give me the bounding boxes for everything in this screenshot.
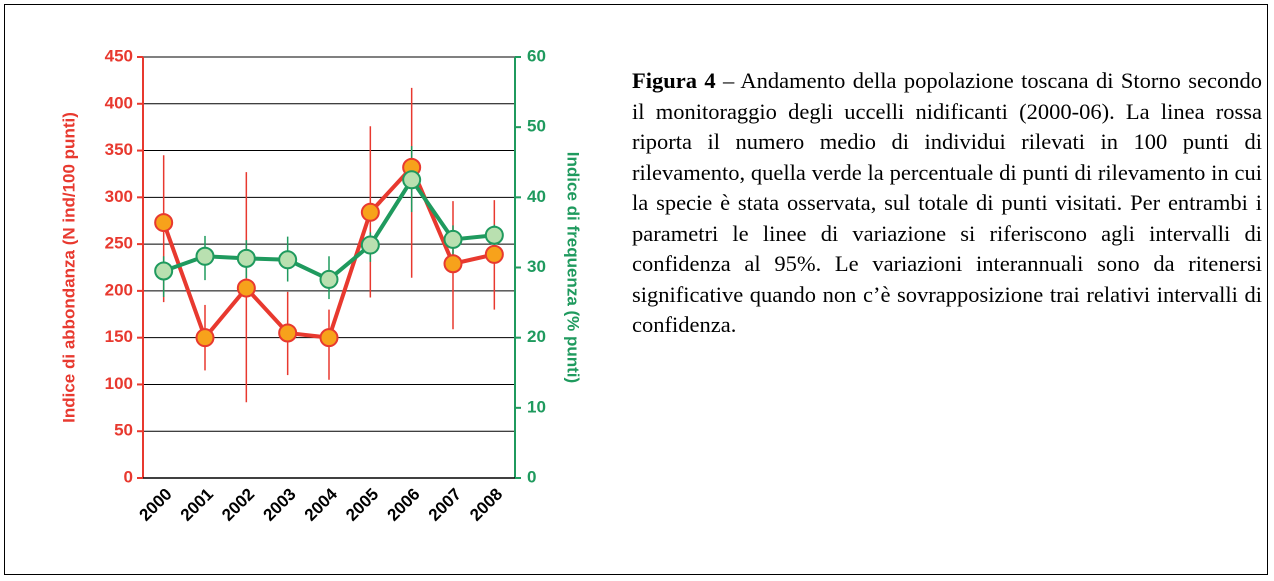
- y-tick-label: 300: [105, 187, 133, 206]
- y-tick-label: 150: [105, 327, 133, 346]
- y2-tick-label: 10: [527, 397, 546, 416]
- y-tick-label: 100: [105, 374, 133, 393]
- y-tick-label: 250: [105, 234, 133, 253]
- y2-tick-label: 0: [527, 467, 536, 486]
- y-tick-label: 450: [105, 46, 133, 65]
- point: [484, 244, 504, 264]
- x-tick-label: 2007: [425, 485, 465, 525]
- x-tick-label: 2005: [342, 485, 382, 525]
- y2-axis-title: Indice di frequenza (% punti): [564, 152, 583, 383]
- point: [443, 254, 463, 274]
- point: [236, 248, 256, 268]
- point: [154, 213, 174, 233]
- x-tick-label: 2000: [135, 485, 175, 525]
- point: [319, 269, 339, 289]
- y-tick-label: 50: [114, 421, 133, 440]
- x-tick-label: 2003: [259, 485, 299, 525]
- x-tick-label: 2004: [301, 484, 342, 525]
- x-tick-label: 2002: [218, 485, 258, 525]
- point: [443, 229, 463, 249]
- x-tick-label: 2001: [177, 485, 217, 525]
- y2-tick-label: 50: [527, 117, 546, 136]
- point: [154, 261, 174, 281]
- y2-tick-label: 60: [527, 46, 546, 65]
- point: [484, 225, 504, 245]
- point: [195, 328, 215, 348]
- y-axis-title: Indice di abbondanza (N ind/100 punti): [59, 112, 78, 423]
- point: [402, 170, 422, 190]
- point: [236, 278, 256, 298]
- caption-text: – Andamento della popolazione toscana di…: [632, 68, 1262, 337]
- point: [360, 235, 380, 255]
- x-tick-label: 2008: [466, 485, 506, 525]
- y-tick-label: 0: [124, 467, 133, 486]
- y2-tick-label: 30: [527, 257, 546, 276]
- y-tick-label: 400: [105, 93, 133, 112]
- y-tick-label: 200: [105, 280, 133, 299]
- caption: Figura 4 – Andamento della popolazione t…: [632, 66, 1262, 341]
- x-tick-label: 2006: [383, 485, 423, 525]
- y2-tick-label: 20: [527, 327, 546, 346]
- caption-label: Figura 4: [632, 68, 716, 93]
- y2-tick-label: 40: [527, 187, 546, 206]
- point: [319, 328, 339, 348]
- point: [278, 250, 298, 270]
- point: [360, 202, 380, 222]
- frame: [4, 4, 1268, 575]
- point: [195, 246, 215, 266]
- y-tick-label: 350: [105, 140, 133, 159]
- point: [278, 323, 298, 343]
